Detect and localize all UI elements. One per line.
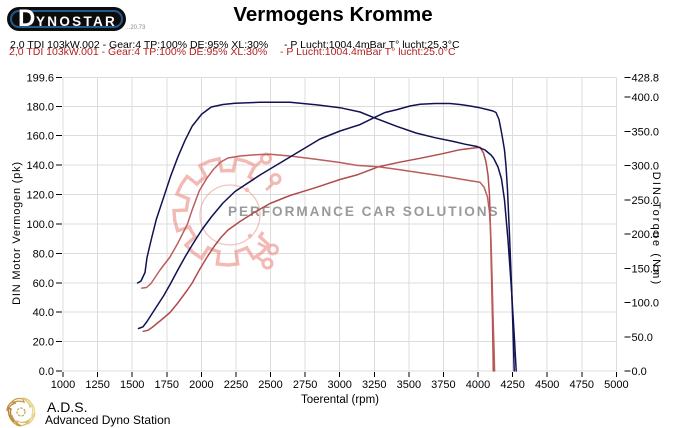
svg-text:2750: 2750 <box>293 379 317 391</box>
svg-text:160.0: 160.0 <box>26 131 54 143</box>
svg-text:1000: 1000 <box>51 379 75 391</box>
svg-text:4000: 4000 <box>466 379 490 391</box>
svg-text:60.0: 60.0 <box>33 278 54 290</box>
svg-text:1750: 1750 <box>155 379 179 391</box>
svg-text:0.0: 0.0 <box>39 366 54 378</box>
svg-text:20.0: 20.0 <box>33 337 54 349</box>
svg-text:350.0: 350.0 <box>632 126 660 138</box>
svg-text:400.0: 400.0 <box>632 92 660 104</box>
svg-text:PERFORMANCE CAR SOLUTIONS: PERFORMANCE CAR SOLUTIONS <box>228 204 500 219</box>
svg-text:140.0: 140.0 <box>26 160 54 172</box>
svg-text:428.8: 428.8 <box>632 73 660 85</box>
svg-text:4500: 4500 <box>535 379 559 391</box>
svg-text:1500: 1500 <box>120 379 144 391</box>
svg-text:3750: 3750 <box>431 379 455 391</box>
svg-text:300.0: 300.0 <box>632 161 660 173</box>
svg-text:50.0: 50.0 <box>632 332 653 344</box>
svg-text:3000: 3000 <box>327 379 351 391</box>
svg-text:2250: 2250 <box>224 379 248 391</box>
svg-text:150.0: 150.0 <box>632 263 660 275</box>
svg-text:2500: 2500 <box>258 379 282 391</box>
svg-text:80.0: 80.0 <box>33 248 54 260</box>
svg-text:3500: 3500 <box>397 379 421 391</box>
svg-text:2000: 2000 <box>189 379 213 391</box>
svg-text:1250: 1250 <box>85 379 109 391</box>
svg-text:5000: 5000 <box>604 379 628 391</box>
svg-text:4750: 4750 <box>570 379 594 391</box>
svg-text:200.0: 200.0 <box>632 229 660 241</box>
svg-text:100.0: 100.0 <box>632 298 660 310</box>
svg-text:3250: 3250 <box>362 379 386 391</box>
svg-text:120.0: 120.0 <box>26 190 54 202</box>
svg-text:199.6: 199.6 <box>26 73 54 85</box>
svg-text:250.0: 250.0 <box>632 195 660 207</box>
svg-text:4250: 4250 <box>500 379 524 391</box>
svg-text:40.0: 40.0 <box>33 307 54 319</box>
svg-text:0.0: 0.0 <box>632 366 647 378</box>
svg-text:180.0: 180.0 <box>26 101 54 113</box>
svg-text:100.0: 100.0 <box>26 219 54 231</box>
